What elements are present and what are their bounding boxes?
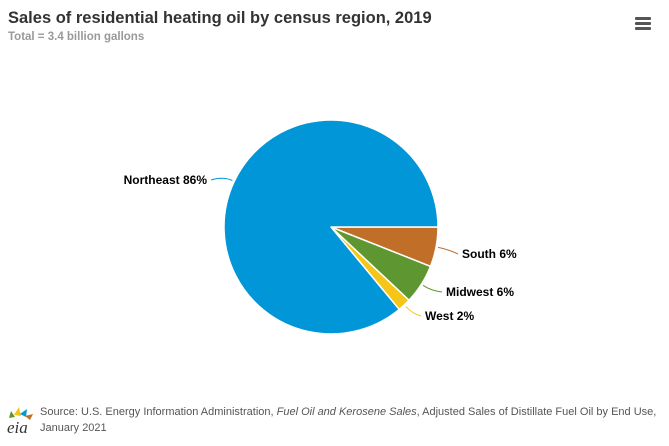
connector-3 — [210, 177, 233, 182]
source-footer: eia Source: U.S. Energy Information Admi… — [6, 402, 661, 442]
chart-title: Sales of residential heating oil by cens… — [8, 9, 432, 27]
slice-label-2: West 2% — [425, 309, 474, 323]
connector-0 — [437, 246, 459, 255]
source-text: Source: U.S. Energy Information Administ… — [40, 406, 657, 434]
slice-label-0: South 6% — [462, 247, 517, 261]
chart-menu-button[interactable] — [628, 10, 658, 38]
slice-label-3: Northeast 86% — [124, 173, 208, 187]
pie-chart: South 6% Midwest 6% West 2% Northeast 86% — [124, 119, 517, 335]
connector-2 — [405, 306, 422, 317]
slice-label-1: Midwest 6% — [446, 285, 514, 299]
chart-subtitle: Total = 3.4 billion gallons — [8, 31, 145, 43]
logo-text: eia — [7, 418, 28, 436]
source-title: Fuel Oil and Kerosene Sales — [276, 406, 417, 418]
eia-logo: eia — [7, 407, 33, 436]
hamburger-menu-icon — [635, 17, 651, 20]
connector-1 — [422, 284, 443, 293]
pie-slice-3[interactable] — [223, 119, 439, 335]
